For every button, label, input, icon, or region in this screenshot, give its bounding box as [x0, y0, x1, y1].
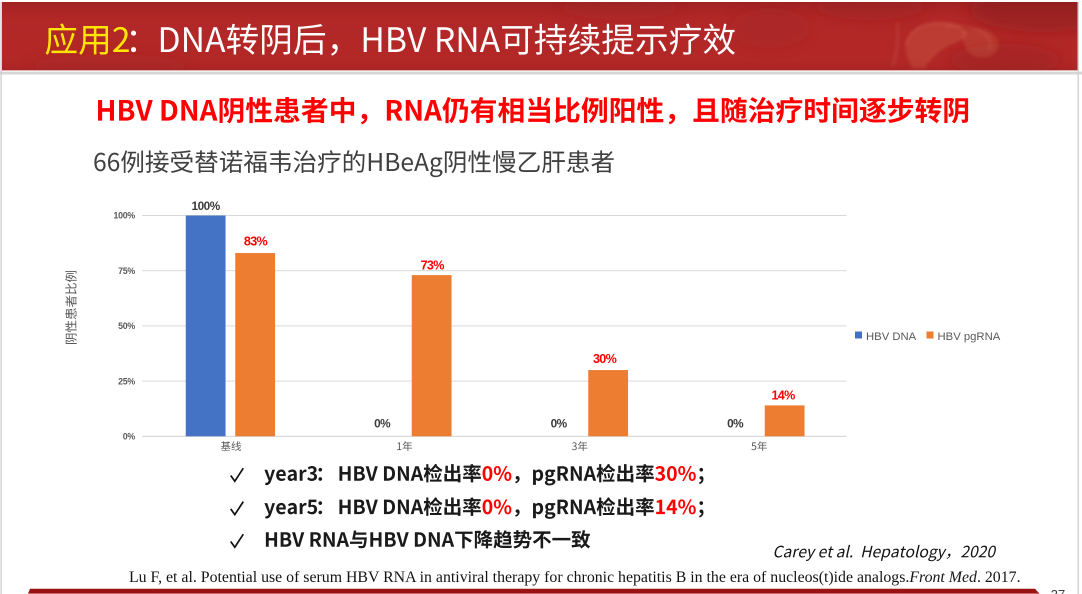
svg-text:83%: 83% — [244, 235, 268, 249]
svg-text:0%: 0% — [727, 416, 744, 430]
svg-text:30%: 30% — [593, 352, 617, 366]
svg-text:25%: 25% — [118, 376, 135, 386]
svg-text:HBV DNA: HBV DNA — [866, 331, 917, 343]
svg-text:Lu F, et al. Potential use of: Lu F, et al. Potential use of serum HBV … — [129, 569, 1021, 586]
svg-text:75%: 75% — [118, 266, 135, 276]
svg-text:0%: 0% — [123, 432, 136, 442]
svg-text:73%: 73% — [421, 259, 445, 273]
svg-text:HBV pgRNA: HBV pgRNA — [938, 331, 1001, 343]
svg-text:0%: 0% — [374, 416, 391, 430]
svg-text:0%: 0% — [551, 416, 568, 430]
svg-text:37: 37 — [1051, 587, 1065, 594]
svg-text:100%: 100% — [114, 211, 136, 221]
svg-text:50%: 50% — [118, 321, 135, 331]
svg-text:100%: 100% — [191, 199, 220, 213]
svg-text:14%: 14% — [771, 388, 795, 402]
